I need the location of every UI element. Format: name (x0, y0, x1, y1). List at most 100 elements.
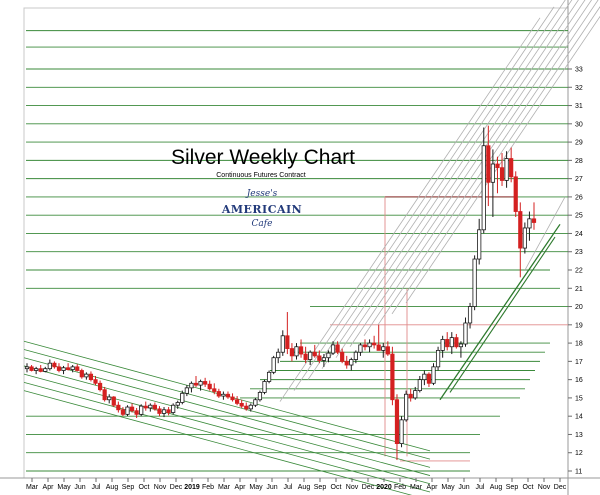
candle-body (449, 337, 454, 348)
candle-body (244, 405, 249, 410)
x-tick-label: Apr (427, 484, 439, 491)
candle-body (230, 396, 235, 401)
candle-body (253, 399, 258, 406)
candle-body (440, 339, 445, 351)
candle-body (518, 211, 523, 249)
x-tick-label: Jul (476, 484, 485, 491)
candle-body (362, 344, 368, 348)
candle-body (257, 392, 263, 401)
x-tick-label: Apr (43, 484, 55, 491)
channel-line (377, 0, 599, 326)
x-tick-label: Apr (235, 484, 247, 491)
channel-line (293, 6, 555, 391)
support-line (449, 236, 556, 393)
x-tick-label: Feb (394, 484, 406, 491)
candle-body (321, 357, 326, 361)
channel-line (307, 0, 566, 380)
candle-body (367, 342, 372, 348)
x-tick-label: Nov (346, 484, 359, 491)
candle-body (467, 306, 473, 324)
candle-body (431, 366, 436, 384)
candle-body (171, 404, 176, 413)
candle-body (47, 362, 52, 370)
candle-body (262, 381, 267, 393)
candle-body (225, 393, 231, 398)
channel-line (335, 0, 579, 358)
candle-body (271, 357, 276, 373)
candle-body (125, 406, 130, 415)
chart-title: Silver Weekly Chart (171, 146, 355, 169)
candle-body (289, 348, 295, 357)
candle-body (404, 393, 409, 421)
x-tick-label: Jun (266, 484, 277, 491)
candle-body (157, 408, 162, 414)
channel-line (321, 0, 573, 369)
candle-body (34, 368, 39, 371)
candle-body (294, 346, 299, 357)
x-tick-label: 2019 (184, 484, 200, 491)
y-tick-label: 32 (575, 85, 583, 92)
x-tick-label: Mar (410, 484, 423, 491)
candle-body (490, 163, 495, 183)
candle-body (212, 388, 217, 392)
price-candles (24, 125, 537, 461)
y-tick-label: 16 (575, 377, 583, 384)
candle-body (513, 176, 518, 212)
y-tick-label: 14 (575, 414, 583, 421)
candle-body (239, 402, 244, 407)
channel-line (279, 17, 541, 402)
x-tick-label: Dec (170, 484, 183, 491)
x-tick-label: May (441, 484, 455, 491)
channel-line (405, 15, 600, 304)
channel-line (391, 6, 600, 315)
brand-logo: Jesse's AMERICAIN Cafe (221, 189, 302, 229)
candle-body (207, 383, 212, 390)
candle-body (38, 368, 43, 372)
candle-body (385, 346, 390, 355)
candle-body (216, 391, 221, 397)
candle-body (522, 227, 527, 249)
candle-body (509, 158, 514, 178)
candle-body (139, 405, 144, 415)
candle-body (349, 359, 354, 366)
candle-body (344, 360, 349, 366)
y-tick-label: 30 (575, 121, 583, 128)
candle-body (84, 373, 89, 378)
candle-body (285, 335, 290, 349)
candle-body (531, 218, 537, 223)
y-tick-label: 20 (575, 304, 583, 311)
x-tick-label: Sep (506, 484, 519, 491)
chart-subtitle: Continuous Futures Contract (216, 172, 306, 179)
x-tick-label: Oct (139, 484, 150, 491)
logo-bottom-text: Cafe (252, 219, 273, 229)
y-tick-label: 31 (575, 103, 583, 110)
candle-body (134, 410, 139, 415)
candle-body (426, 373, 432, 384)
candle-body (52, 362, 57, 368)
candle-body (43, 368, 48, 372)
channel-line (524, 196, 566, 271)
x-tick-label: May (57, 484, 71, 491)
candle-body (358, 344, 363, 353)
candle-body (481, 145, 486, 231)
candle-body (417, 379, 422, 391)
candle-body (189, 382, 194, 389)
y-tick-label: 19 (575, 322, 583, 329)
candle-body (381, 346, 386, 351)
candle-body (303, 353, 308, 360)
x-tick-label: May (249, 484, 263, 491)
y-tick-label: 11 (575, 469, 582, 476)
channel-line (363, 0, 592, 337)
candle-body (340, 351, 345, 362)
candle-body (111, 396, 116, 406)
support-line (439, 223, 561, 401)
candle-body (499, 167, 505, 181)
x-tick-label: Sep (314, 484, 327, 491)
candle-body (152, 404, 157, 410)
candle-body (184, 387, 189, 394)
channel-line (23, 365, 431, 476)
candle-body (70, 366, 75, 370)
candle-body (203, 381, 208, 385)
y-tick-label: 29 (575, 140, 583, 147)
candle-body (180, 392, 185, 403)
